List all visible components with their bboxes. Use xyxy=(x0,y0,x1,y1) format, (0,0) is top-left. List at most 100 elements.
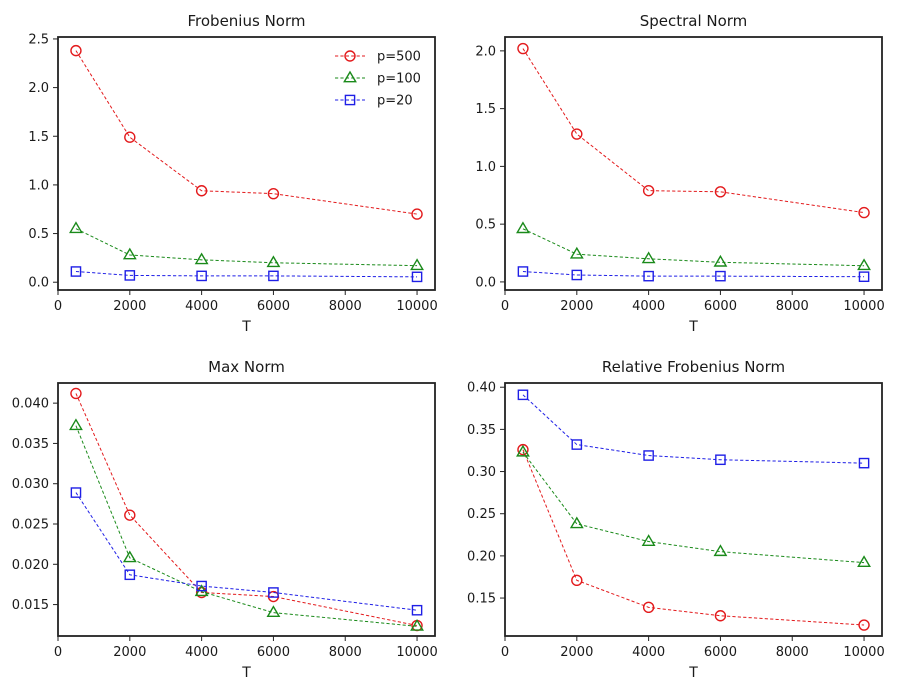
series-line xyxy=(75,393,418,627)
y-tick-label: 1.5 xyxy=(475,102,496,117)
y-tick-label: 0.020 xyxy=(12,558,49,573)
x-tick-label: 2000 xyxy=(560,645,593,660)
series-line xyxy=(522,449,865,626)
chart-title: Max Norm xyxy=(208,358,285,376)
series-p-100 xyxy=(516,444,871,568)
data-point xyxy=(858,619,870,631)
data-point xyxy=(411,208,423,220)
x-axis-label: T xyxy=(688,319,698,335)
series-line xyxy=(522,228,865,267)
x-tick-label: 8000 xyxy=(776,299,809,314)
data-point xyxy=(569,516,584,529)
data-point xyxy=(715,270,726,282)
data-point xyxy=(194,252,209,265)
data-point xyxy=(857,555,871,568)
data-point xyxy=(571,128,583,140)
series-line xyxy=(75,50,418,215)
data-point xyxy=(517,443,529,456)
chart-spectral: Spectral Norm 0 2000 4000 6000 8000 10000 0.0 0.… xyxy=(475,12,884,335)
series-line xyxy=(75,271,418,278)
y-tick-label: 0.025 xyxy=(12,518,49,533)
data-point xyxy=(69,418,83,431)
data-point xyxy=(643,450,654,461)
x-tick-label: 0 xyxy=(501,299,509,314)
y-tick-label: 2.0 xyxy=(28,81,49,96)
data-point xyxy=(571,574,583,587)
data-point xyxy=(70,266,82,277)
series-line xyxy=(75,228,418,267)
data-point xyxy=(122,247,137,260)
y-tick-label: 2.5 xyxy=(28,32,49,47)
x-tick-label: 6000 xyxy=(704,299,737,314)
x-tick-label: 2000 xyxy=(113,645,146,660)
data-point xyxy=(195,185,208,197)
x-tick-label: 4000 xyxy=(632,645,665,660)
data-point xyxy=(196,580,207,592)
data-point xyxy=(858,271,870,283)
data-point xyxy=(517,266,529,277)
x-tick-label: 0 xyxy=(54,645,62,660)
series-p-500 xyxy=(517,443,870,631)
data-point xyxy=(713,544,728,557)
legend: p=500 p=100 p=20 xyxy=(335,50,421,109)
y-tick-label: 2.0 xyxy=(475,44,496,59)
series-line xyxy=(75,425,418,627)
data-point xyxy=(643,270,654,282)
plot-frame xyxy=(504,36,883,291)
data-point xyxy=(268,270,279,282)
data-point xyxy=(268,587,279,598)
data-point xyxy=(122,550,137,563)
x-tick-label: 4000 xyxy=(185,299,218,314)
y-tick-label: 1.5 xyxy=(28,130,49,145)
data-point xyxy=(714,186,727,198)
y-tick-label: 1.0 xyxy=(475,160,496,175)
series-p-20 xyxy=(70,266,423,283)
x-tick-label: 2000 xyxy=(560,299,593,314)
y-tick-label: 0.40 xyxy=(467,381,496,396)
data-point xyxy=(70,44,82,57)
y-tick-label: 0.5 xyxy=(475,218,496,233)
x-tick-label: 2000 xyxy=(113,299,146,314)
legend-marker xyxy=(343,70,357,83)
series-p-20 xyxy=(70,487,423,616)
data-point xyxy=(642,184,655,197)
y-tick-label: 0.15 xyxy=(467,592,496,607)
data-point xyxy=(857,258,871,271)
x-tick-label: 0 xyxy=(501,645,509,660)
data-point xyxy=(70,387,82,400)
legend-item: p=500 xyxy=(335,50,421,65)
series-line xyxy=(522,451,865,564)
data-point xyxy=(267,187,280,200)
series-p-20 xyxy=(517,389,870,469)
legend-item: p=20 xyxy=(335,94,413,109)
series-p-500 xyxy=(517,42,870,219)
data-point xyxy=(641,534,656,546)
plot-frame xyxy=(57,36,436,291)
chart-max: Max Norm 0 2000 4000 6000 8000 10000 0.015 0.020… xyxy=(12,358,438,681)
series-p-100 xyxy=(69,418,424,631)
y-tick-label: 0.015 xyxy=(12,598,49,613)
y-tick-label: 0.0 xyxy=(28,276,49,291)
x-tick-label: 4000 xyxy=(185,645,218,660)
data-point xyxy=(715,454,726,466)
series-line xyxy=(522,394,865,464)
x-tick-label: 6000 xyxy=(704,645,737,660)
y-tick-label: 0.0 xyxy=(475,275,496,290)
data-point xyxy=(571,269,583,281)
data-point xyxy=(517,389,529,401)
data-point xyxy=(266,605,281,618)
data-point xyxy=(569,246,584,259)
y-tick-label: 0.35 xyxy=(467,423,496,438)
legend-label: p=100 xyxy=(377,72,421,87)
x-tick-label: 4000 xyxy=(632,299,665,314)
x-tick-label: 10000 xyxy=(843,645,884,660)
data-point xyxy=(858,206,870,219)
series-p-100 xyxy=(69,221,424,271)
series-line xyxy=(75,492,418,611)
data-point xyxy=(714,610,727,622)
plot-frame xyxy=(504,382,883,637)
series-line xyxy=(522,271,865,278)
y-tick-label: 1.0 xyxy=(28,178,49,193)
x-tick-label: 0 xyxy=(54,299,62,314)
data-point xyxy=(124,131,136,143)
